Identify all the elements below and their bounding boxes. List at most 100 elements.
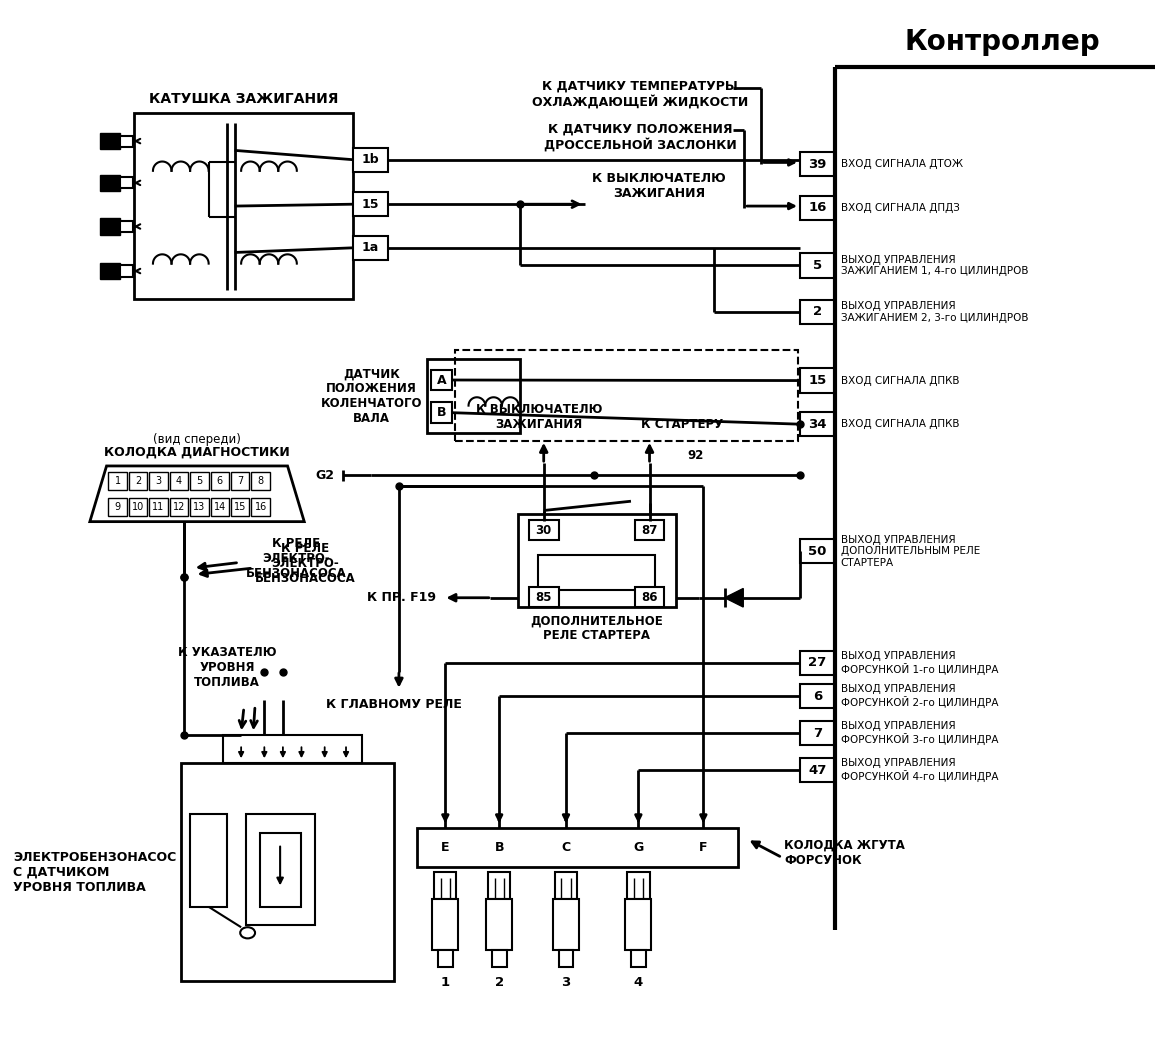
Text: ВХОД СИГНАЛА ДПКВ: ВХОД СИГНАЛА ДПКВ — [841, 375, 959, 386]
Text: 86: 86 — [641, 592, 658, 604]
Text: ВЫХОД УПРАВЛЕНИЯ
ЗАЖИГАНИЕМ 1, 4-го ЦИЛИНДРОВ: ВЫХОД УПРАВЛЕНИЯ ЗАЖИГАНИЕМ 1, 4-го ЦИЛИ… — [841, 255, 1028, 277]
Text: ВХОД СИГНАЛА ДПДЗ: ВХОД СИГНАЛА ДПДЗ — [841, 203, 959, 213]
Text: 87: 87 — [641, 524, 658, 538]
Bar — [210, 497, 229, 516]
Text: КОЛОДКА ДИАГНОСТИКИ: КОЛОДКА ДИАГНОСТИКИ — [104, 445, 290, 459]
Bar — [121, 220, 133, 232]
Text: 2: 2 — [135, 476, 142, 486]
Text: ВЫХОД УПРАВЛЕНИЯ
ФОРСУНКОЙ 3-го ЦИЛИНДРА: ВЫХОД УПРАВЛЕНИЯ ФОРСУНКОЙ 3-го ЦИЛИНДРА — [841, 721, 999, 746]
Text: E: E — [441, 841, 450, 854]
Bar — [252, 497, 270, 516]
Bar — [353, 192, 387, 216]
Bar — [135, 113, 353, 298]
Bar — [529, 520, 559, 540]
Bar — [129, 471, 147, 490]
Text: ВЫХОД УПРАВЛЕНИЯ
ЗАЖИГАНИЕМ 2, 3-го ЦИЛИНДРОВ: ВЫХОД УПРАВЛЕНИЯ ЗАЖИГАНИЕМ 2, 3-го ЦИЛИ… — [841, 301, 1028, 322]
Bar — [231, 471, 249, 490]
Text: 15: 15 — [234, 501, 246, 512]
Text: 4: 4 — [176, 476, 182, 486]
Bar — [529, 587, 559, 607]
Bar — [353, 236, 387, 260]
Text: C: C — [561, 841, 571, 854]
Text: G: G — [633, 841, 644, 854]
Bar — [190, 814, 227, 907]
Text: ВЫХОД УПРАВЛЕНИЯ
ФОРСУНКОЙ 1-го ЦИЛИНДРА: ВЫХОД УПРАВЛЕНИЯ ФОРСУНКОЙ 1-го ЦИЛИНДРА — [841, 651, 999, 675]
Text: К ВЫКЛЮЧАТЕЛЮ
ЗАЖИГАНИЯ: К ВЫКЛЮЧАТЕЛЮ ЗАЖИГАНИЯ — [476, 402, 602, 431]
Text: 1: 1 — [115, 476, 121, 486]
Text: 8: 8 — [258, 476, 263, 486]
Bar — [150, 497, 168, 516]
Text: 30: 30 — [536, 524, 552, 538]
Text: К ВЫКЛЮЧАТЕЛЮ
ЗАЖИГАНИЯ: К ВЫКЛЮЧАТЕЛЮ ЗАЖИГАНИЯ — [592, 173, 726, 201]
Text: 16: 16 — [254, 501, 267, 512]
Text: B: B — [437, 407, 447, 419]
Bar — [492, 951, 507, 967]
Bar — [121, 135, 133, 147]
Bar — [488, 872, 510, 900]
Text: 1a: 1a — [362, 241, 379, 255]
Bar — [800, 300, 835, 323]
Text: 34: 34 — [809, 418, 827, 431]
Polygon shape — [89, 466, 304, 522]
Bar — [800, 412, 835, 436]
Bar — [625, 900, 652, 951]
Text: 16: 16 — [809, 202, 827, 214]
Text: 1: 1 — [441, 977, 450, 989]
Text: B: B — [494, 841, 503, 854]
Text: 2: 2 — [494, 977, 503, 989]
Text: К РЕЛЕ
ЭЛЕКТРО-
БЕНЗОНАСОСА: К РЕЛЕ ЭЛЕКТРО- БЕНЗОНАСОСА — [255, 542, 356, 584]
Text: 27: 27 — [809, 656, 827, 669]
Text: 7: 7 — [813, 727, 822, 739]
Bar — [100, 263, 121, 280]
Bar — [150, 471, 168, 490]
Text: 4: 4 — [633, 977, 643, 989]
Text: ВХОД СИГНАЛА ДТОЖ: ВХОД СИГНАЛА ДТОЖ — [841, 159, 963, 170]
Ellipse shape — [240, 928, 255, 938]
Bar — [169, 497, 188, 516]
Bar — [559, 951, 573, 967]
Bar — [438, 951, 452, 967]
Bar — [486, 900, 513, 951]
Bar — [181, 763, 394, 981]
Text: 1b: 1b — [361, 153, 379, 166]
Bar — [108, 497, 126, 516]
Text: A: A — [437, 373, 447, 387]
Text: КАТУШКА ЗАЖИГАНИЯ: КАТУШКА ЗАЖИГАНИЯ — [148, 92, 339, 106]
Text: 3: 3 — [561, 977, 571, 989]
Bar — [635, 520, 665, 540]
Text: 9: 9 — [115, 501, 121, 512]
Text: 39: 39 — [809, 158, 827, 171]
Text: 5: 5 — [813, 259, 822, 272]
Bar — [800, 196, 835, 220]
Text: 15: 15 — [809, 374, 827, 387]
Bar — [631, 951, 646, 967]
Bar — [108, 471, 126, 490]
Text: F: F — [699, 841, 708, 854]
Text: 92: 92 — [688, 449, 704, 462]
Text: К РЕЛЕ
ЭЛЕКТРО-
БЕНЗОНАСОСА: К РЕЛЕ ЭЛЕКТРО- БЕНЗОНАСОСА — [246, 538, 347, 580]
Bar — [800, 368, 835, 393]
Text: Контроллер: Контроллер — [905, 28, 1100, 56]
Bar — [353, 148, 387, 172]
Text: 6: 6 — [813, 690, 822, 703]
Text: К ГЛАВНОМУ РЕЛЕ: К ГЛАВНОМУ РЕЛЕ — [326, 698, 462, 711]
Bar — [635, 587, 665, 607]
Bar — [190, 497, 209, 516]
Text: 6: 6 — [217, 476, 223, 486]
Bar — [433, 900, 458, 951]
Bar — [260, 833, 302, 907]
Bar — [246, 814, 316, 926]
Bar — [100, 218, 121, 235]
Text: 3: 3 — [155, 476, 161, 486]
Bar — [432, 370, 452, 390]
Bar — [432, 402, 452, 423]
Text: 15: 15 — [362, 198, 379, 211]
Text: (вид спереди): (вид спереди) — [153, 433, 241, 445]
Bar — [121, 177, 133, 188]
Bar — [538, 555, 655, 591]
Text: 13: 13 — [194, 501, 205, 512]
Bar — [100, 175, 121, 191]
Text: ВЫХОД УПРАВЛЕНИЯ
ДОПОЛНИТЕЛЬНЫМ РЕЛЕ
СТАРТЕРА: ВЫХОД УПРАВЛЕНИЯ ДОПОЛНИТЕЛЬНЫМ РЕЛЕ СТА… — [841, 535, 980, 568]
Text: 14: 14 — [213, 501, 226, 512]
Bar — [800, 721, 835, 746]
